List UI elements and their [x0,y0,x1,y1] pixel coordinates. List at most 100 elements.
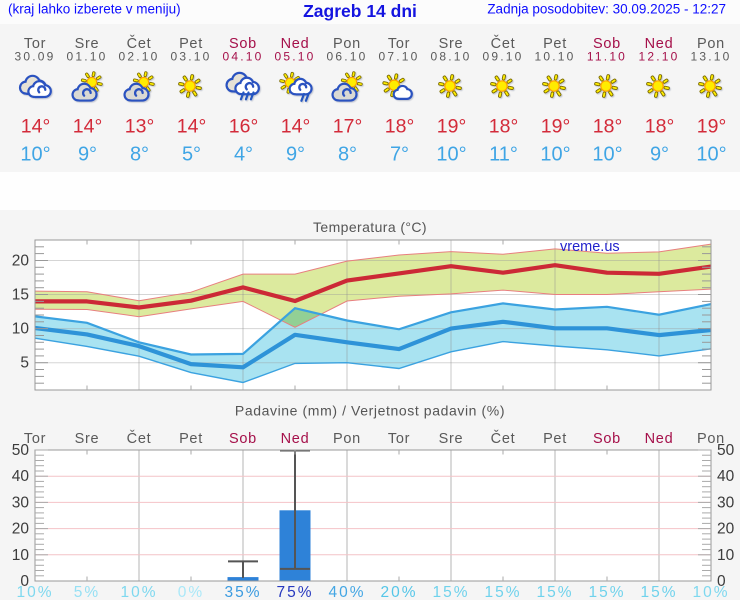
svg-text:09.10: 09.10 [482,50,523,64]
svg-text:11.10: 11.10 [587,50,627,64]
svg-text:40: 40 [12,468,30,485]
svg-text:19°: 19° [541,116,571,138]
svg-text:20: 20 [12,521,30,538]
svg-text:40%: 40% [328,584,365,600]
svg-text:Pet: Pet [543,431,567,447]
svg-text:4°: 4° [234,144,253,166]
svg-text:8°: 8° [130,144,149,166]
svg-text:15%: 15% [640,584,677,600]
svg-text:10%: 10% [692,584,729,600]
svg-text:06.10: 06.10 [326,50,367,64]
svg-text:30: 30 [12,494,30,511]
svg-text:10%: 10% [16,584,53,600]
svg-text:Pet: Pet [179,36,203,52]
svg-text:07.10: 07.10 [378,50,419,64]
svg-text:Čet: Čet [127,35,152,52]
svg-text:10°: 10° [540,144,570,166]
svg-text:Pet: Pet [179,431,203,447]
svg-text:15%: 15% [536,584,573,600]
svg-text:Čet: Čet [491,430,516,447]
svg-text:10.10: 10.10 [534,50,575,64]
svg-text:Sre: Sre [75,431,100,447]
svg-text:15%: 15% [588,584,625,600]
svg-text:Sre: Sre [439,431,464,447]
svg-text:7°: 7° [390,144,409,166]
svg-text:9°: 9° [78,144,97,166]
svg-text:19°: 19° [697,116,727,138]
svg-text:30: 30 [717,494,735,511]
svg-text:Sre: Sre [439,36,464,52]
svg-text:50: 50 [12,442,30,459]
svg-text:Zadnja posodobitev: 30.09.2025: Zadnja posodobitev: 30.09.2025 - 12:27 [487,2,726,17]
svg-text:5: 5 [20,355,29,372]
svg-text:15%: 15% [432,584,469,600]
svg-text:10°: 10° [592,144,622,166]
svg-text:18°: 18° [489,116,519,138]
svg-text:15%: 15% [484,584,521,600]
svg-text:19°: 19° [437,116,467,138]
svg-text:50: 50 [717,442,735,459]
svg-text:11°: 11° [489,144,518,166]
svg-text:Pon: Pon [333,431,361,447]
svg-text:18°: 18° [593,116,623,138]
svg-text:Sre: Sre [75,36,100,52]
svg-text:Padavine (mm) / Verjetnost pad: Padavine (mm) / Verjetnost padavin (%) [235,403,505,419]
svg-text:40: 40 [717,468,735,485]
svg-text:18°: 18° [385,116,415,138]
svg-text:10°: 10° [696,144,726,166]
svg-text:10°: 10° [20,144,50,166]
svg-text:Pon: Pon [697,36,725,52]
svg-text:Ned: Ned [281,431,310,447]
svg-text:Pet: Pet [543,36,567,52]
svg-text:05.10: 05.10 [274,50,315,64]
svg-text:14°: 14° [73,116,103,138]
svg-text:8°: 8° [338,144,357,166]
svg-text:(kraj lahko izberete v meniju): (kraj lahko izberete v meniju) [8,2,181,17]
svg-text:18°: 18° [645,116,675,138]
svg-text:Tor: Tor [388,431,410,447]
svg-text:vreme.us: vreme.us [560,239,620,255]
svg-text:Ned: Ned [645,36,674,52]
svg-text:9°: 9° [286,144,305,166]
svg-text:Čet: Čet [491,35,516,52]
svg-text:03.10: 03.10 [170,50,211,64]
svg-text:Tor: Tor [388,36,410,52]
svg-text:10: 10 [12,321,30,338]
svg-text:10%: 10% [120,584,157,600]
svg-text:16°: 16° [229,116,259,138]
svg-text:Pon: Pon [333,36,361,52]
svg-text:10: 10 [12,547,30,564]
svg-text:0: 0 [20,573,29,590]
svg-text:08.10: 08.10 [430,50,471,64]
svg-text:Sob: Sob [593,36,621,52]
svg-text:02.10: 02.10 [118,50,159,64]
svg-text:0%: 0% [178,584,204,600]
svg-text:17°: 17° [333,116,363,138]
svg-text:14°: 14° [281,116,311,138]
svg-text:Sob: Sob [593,431,621,447]
svg-text:Ned: Ned [281,36,310,52]
svg-text:Zagreb 14 dni: Zagreb 14 dni [303,1,417,21]
svg-text:10: 10 [717,547,735,564]
svg-text:10°: 10° [436,144,466,166]
svg-text:13°: 13° [125,116,155,138]
svg-text:Čet: Čet [127,430,152,447]
svg-text:20%: 20% [380,584,417,600]
svg-text:Tor: Tor [24,36,46,52]
svg-text:Sob: Sob [229,36,257,52]
svg-text:13.10: 13.10 [690,50,731,64]
svg-text:14°: 14° [21,116,51,138]
svg-text:5%: 5% [74,584,100,600]
svg-text:Sob: Sob [229,431,257,447]
svg-text:15: 15 [12,287,29,304]
svg-text:75%: 75% [276,584,313,600]
svg-text:35%: 35% [224,584,261,600]
svg-text:20: 20 [12,253,30,270]
svg-text:14°: 14° [177,116,207,138]
svg-text:Pon: Pon [697,431,725,447]
svg-text:9°: 9° [650,144,669,166]
svg-text:30.09: 30.09 [14,50,55,64]
svg-text:Ned: Ned [645,431,674,447]
svg-text:20: 20 [717,521,735,538]
svg-text:01.10: 01.10 [66,50,107,64]
